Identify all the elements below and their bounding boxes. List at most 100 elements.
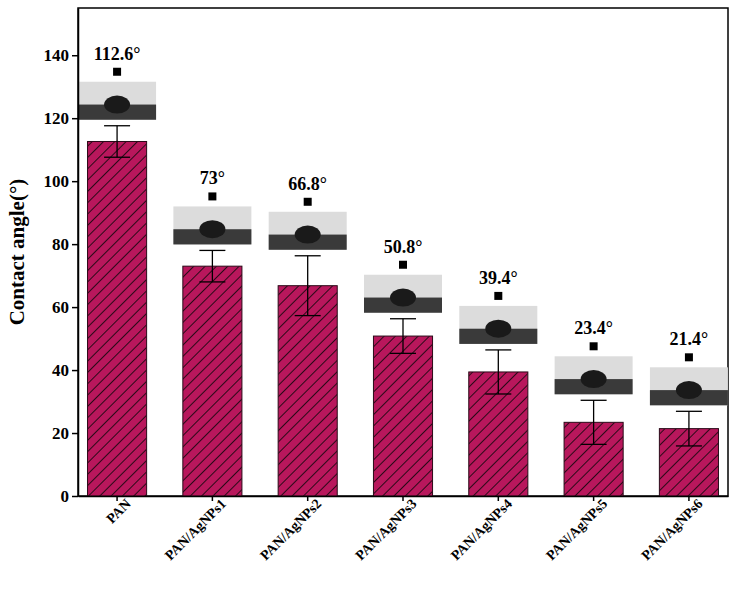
marker-square xyxy=(304,198,312,206)
error-stem xyxy=(116,126,117,157)
bar xyxy=(88,141,147,496)
inset-droplet xyxy=(295,226,321,244)
inset-bg xyxy=(555,356,633,394)
error-cap xyxy=(485,393,511,394)
error-cap xyxy=(104,157,130,158)
y-tick-label: 0 xyxy=(61,487,70,506)
error-cap xyxy=(199,250,225,251)
inset-droplet xyxy=(199,220,225,238)
y-tick-label: 120 xyxy=(44,109,70,128)
y-tick: 40 xyxy=(52,361,78,380)
x-tick-label: PAN/AgNPs4 xyxy=(448,496,515,563)
y-tick-mark xyxy=(72,307,78,309)
error-bar xyxy=(390,319,416,354)
error-cap xyxy=(581,400,607,401)
marker-square xyxy=(590,342,598,350)
error-cap xyxy=(581,444,607,445)
y-tick: 0 xyxy=(61,487,79,506)
inset-droplet xyxy=(390,289,416,307)
y-tick-label: 20 xyxy=(52,424,69,443)
error-bar xyxy=(295,256,321,316)
x-tick-label: PAN/AgNPs2 xyxy=(257,496,324,563)
x-tick-label: PAN xyxy=(104,496,134,526)
y-tick-label: 100 xyxy=(44,172,70,191)
y-tick-mark xyxy=(72,55,78,57)
error-bar xyxy=(199,250,225,281)
error-cap xyxy=(390,318,416,319)
x-tick-mark xyxy=(498,496,500,501)
droplet-inset xyxy=(78,68,156,120)
error-stem xyxy=(402,319,403,354)
inset-bg xyxy=(269,212,347,250)
error-cap xyxy=(295,315,321,316)
y-tick: 120 xyxy=(44,109,79,128)
droplet-inset xyxy=(650,353,728,405)
error-cap xyxy=(390,353,416,354)
bar xyxy=(278,286,337,496)
y-tick-mark xyxy=(72,496,78,498)
chart: 112.6°73°66.8°50.8°39.4°23.4°21.4°020406… xyxy=(0,0,737,596)
y-tick: 80 xyxy=(52,235,78,254)
y-tick: 140 xyxy=(44,46,79,65)
data-label: 73° xyxy=(200,168,225,188)
data-label: 39.4° xyxy=(479,268,518,288)
inset-bg xyxy=(78,82,156,120)
annotations: 112.6°73°66.8°50.8°39.4°23.4°21.4° xyxy=(78,44,728,406)
y-tick: 60 xyxy=(52,298,78,317)
error-cap xyxy=(676,411,702,412)
error-bar xyxy=(581,400,607,444)
x-tick: PAN/AgNPs2 xyxy=(257,496,324,563)
droplet-inset xyxy=(364,261,442,313)
x-tick: PAN/AgNPs6 xyxy=(639,496,706,563)
x-tick-mark xyxy=(688,496,690,501)
marker-square xyxy=(113,68,121,76)
bar xyxy=(373,336,432,496)
inset-bg xyxy=(650,367,728,405)
y-tick-mark xyxy=(72,118,78,120)
x-tick-mark xyxy=(593,496,595,501)
data-label: 66.8° xyxy=(288,174,327,194)
x-tick-label: PAN/AgNPs3 xyxy=(353,496,420,563)
inset-droplet xyxy=(485,320,511,338)
error-bar xyxy=(104,126,130,157)
plot-frame xyxy=(78,8,728,496)
inset-bg xyxy=(364,275,442,313)
error-cap xyxy=(295,255,321,256)
y-tick: 100 xyxy=(44,172,79,191)
error-stem xyxy=(498,350,499,394)
data-label: 112.6° xyxy=(94,44,141,64)
marker-square xyxy=(399,261,407,269)
y-tick-mark xyxy=(72,433,78,435)
x-tick: PAN/AgNPs5 xyxy=(543,496,610,563)
y-tick-mark xyxy=(72,181,78,183)
y-tick: 20 xyxy=(52,424,78,443)
y-tick-mark xyxy=(72,244,78,246)
error-stem xyxy=(212,250,213,281)
error-stem xyxy=(593,400,594,444)
x-tick-label: PAN/AgNPs6 xyxy=(639,496,706,563)
x-tick-mark xyxy=(116,496,118,501)
x-tick-label: PAN/AgNPs1 xyxy=(162,496,229,563)
y-axis: 0 20 40 60 80 100 120 140 xyxy=(44,9,79,506)
droplet-inset xyxy=(173,192,251,244)
error-cap xyxy=(199,281,225,282)
y-tick-label: 60 xyxy=(52,298,69,317)
error-cap xyxy=(676,445,702,446)
y-tick-label: 40 xyxy=(52,361,69,380)
inset-bg xyxy=(459,306,537,344)
x-tick: PAN/AgNPs4 xyxy=(448,496,515,563)
y-axis-line xyxy=(78,9,80,497)
error-stem xyxy=(307,256,308,316)
data-label: 21.4° xyxy=(670,329,709,349)
marks xyxy=(88,126,719,496)
inset-bg xyxy=(173,206,251,244)
inset-droplet xyxy=(676,381,702,399)
y-tick-label: 80 xyxy=(52,235,69,254)
data-label: 23.4° xyxy=(574,318,613,338)
plot: 112.6°73°66.8°50.8°39.4°23.4°21.4°020406… xyxy=(44,8,729,563)
x-tick: PAN/AgNPs3 xyxy=(353,496,420,563)
x-tick-label: PAN/AgNPs5 xyxy=(543,496,610,563)
marker-square xyxy=(685,353,693,361)
bar xyxy=(183,266,242,496)
x-tick-mark xyxy=(212,496,214,501)
